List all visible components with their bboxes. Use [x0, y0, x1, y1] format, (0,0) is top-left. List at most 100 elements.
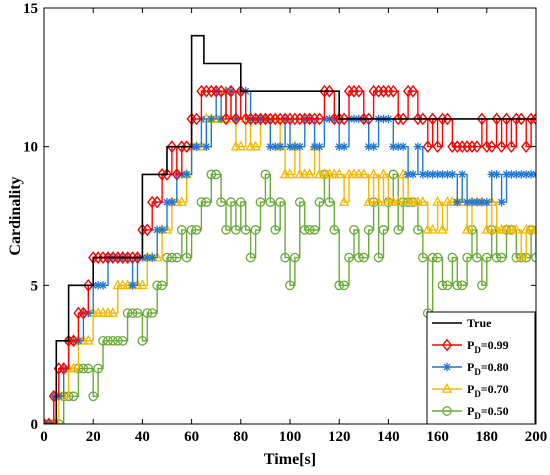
- data-point-p-d-0-50: [354, 252, 364, 263]
- data-point-p-d-0-50: [334, 280, 345, 291]
- data-point-p-d-0-70: [363, 196, 375, 206]
- data-point-p-d-0-80: [462, 197, 472, 207]
- data-point-p-d-0-80: [458, 170, 467, 179]
- data-point-p-d-0-99: [363, 112, 374, 126]
- data-point-p-d-0-50: [437, 280, 448, 291]
- data-point-p-d-0-99: [191, 112, 202, 126]
- data-point-p-d-0-50: [270, 225, 281, 235]
- data-point-p-d-0-70: [151, 251, 163, 262]
- series-line-true: [44, 34, 536, 424]
- data-point-p-d-0-99: [171, 168, 182, 181]
- x-tick-label: 160: [426, 429, 449, 445]
- data-point-p-d-0-70: [250, 140, 261, 151]
- data-point-p-d-0-50: [457, 280, 468, 291]
- legend-label: PD=0.50: [467, 404, 509, 421]
- data-point-p-d-0-50: [290, 252, 300, 263]
- data-point-p-d-0-99: [58, 362, 69, 375]
- data-point-p-d-0-50: [378, 225, 389, 235]
- data-point-p-d-0-80: [148, 253, 157, 262]
- data-point-p-d-0-99: [422, 140, 433, 154]
- x-tick-label: 0: [40, 429, 48, 445]
- data-point-p-d-0-50: [191, 225, 202, 235]
- data-point-p-d-0-99: [225, 84, 237, 98]
- data-point-p-d-0-50: [147, 308, 158, 318]
- data-point-p-d-0-50: [171, 252, 182, 263]
- legend-item-p-d-0-50: PD=0.50: [432, 404, 509, 421]
- legend-label: PD=0.70: [467, 382, 509, 399]
- data-point-p-d-0-80: [482, 197, 491, 207]
- data-point-p-d-0-70: [68, 362, 79, 373]
- legend-label: PD=0.99: [467, 338, 509, 355]
- data-point-p-d-0-50: [280, 252, 290, 263]
- data-point-p-d-0-50: [324, 197, 335, 207]
- data-point-p-d-0-80: [507, 170, 516, 179]
- data-point-p-d-0-50: [250, 225, 261, 235]
- data-point-p-d-0-50: [122, 308, 133, 318]
- data-point-p-d-0-99: [339, 112, 350, 126]
- data-point-p-d-0-70: [338, 196, 350, 206]
- data-point-p-d-0-70: [304, 168, 315, 179]
- data-point-p-d-0-50: [358, 252, 369, 263]
- data-point-p-d-0-80: [162, 197, 172, 207]
- data-point-p-d-0-80: [271, 142, 280, 151]
- data-point-p-d-0-50: [373, 252, 384, 263]
- data-point-p-d-0-80: [433, 170, 442, 179]
- data-point-p-d-0-80: [492, 170, 501, 179]
- x-tick-label: 120: [328, 429, 351, 445]
- data-point-p-d-0-50: [137, 335, 148, 346]
- data-point-p-d-0-80: [403, 170, 413, 179]
- data-point-p-d-0-99: [516, 112, 527, 126]
- data-point-p-d-0-80: [418, 170, 428, 179]
- data-point-p-d-0-80: [369, 142, 378, 151]
- data-point-p-d-0-99: [83, 278, 94, 292]
- data-point-p-d-0-99: [427, 112, 438, 126]
- x-tick-label: 180: [476, 429, 499, 445]
- data-point-p-d-0-99: [216, 84, 227, 98]
- data-point-p-d-0-50: [285, 280, 295, 291]
- data-point-p-d-0-50: [196, 197, 207, 207]
- data-point-p-d-0-80: [453, 197, 462, 207]
- data-point-p-d-0-50: [83, 363, 94, 374]
- data-point-p-d-0-50: [117, 335, 128, 346]
- data-point-p-d-0-70: [461, 223, 473, 234]
- data-point-p-d-0-99: [476, 112, 487, 126]
- data-point-p-d-0-70: [486, 196, 498, 206]
- data-point-p-d-0-70: [333, 168, 345, 179]
- data-point-p-d-0-50: [152, 280, 163, 291]
- data-point-p-d-0-99: [152, 195, 163, 209]
- data-point-p-d-0-70: [82, 334, 94, 345]
- data-point-p-d-0-80: [295, 142, 305, 151]
- data-point-p-d-0-99: [530, 112, 536, 126]
- x-axis-title: Time[s]: [264, 451, 316, 468]
- data-point-p-d-0-50: [88, 391, 99, 402]
- legend-marker: [442, 406, 452, 416]
- data-point-p-d-0-70: [176, 196, 188, 206]
- data-point-p-d-0-50: [393, 225, 404, 235]
- data-point-p-d-0-99: [486, 140, 497, 154]
- data-point-p-d-0-50: [275, 197, 286, 207]
- legend-item-p-d-0-70: PD=0.70: [432, 382, 509, 399]
- data-point-p-d-0-50: [447, 252, 458, 263]
- data-point-p-d-0-50: [68, 391, 79, 402]
- data-point-p-d-0-99: [471, 140, 483, 154]
- data-point-p-d-0-80: [157, 225, 167, 235]
- data-point-p-d-0-80: [526, 170, 536, 179]
- data-point-p-d-0-80: [428, 170, 437, 179]
- legend-label: PD=0.80: [467, 360, 509, 377]
- x-tick-label: 60: [184, 429, 199, 445]
- x-tick-label: 100: [279, 429, 302, 445]
- data-point-p-d-0-50: [294, 197, 305, 207]
- data-point-p-d-0-50: [142, 308, 153, 318]
- data-point-p-d-0-50: [491, 252, 502, 263]
- data-point-p-d-0-50: [349, 225, 359, 235]
- data-point-p-d-0-50: [260, 169, 271, 180]
- data-point-p-d-0-80: [423, 170, 432, 179]
- data-point-p-d-0-99: [501, 112, 512, 126]
- data-point-p-d-0-50: [442, 280, 453, 291]
- data-point-p-d-0-50: [235, 197, 246, 207]
- data-point-p-d-0-50: [186, 225, 197, 235]
- data-point-p-d-0-50: [206, 169, 217, 180]
- x-tick-label: 140: [377, 429, 400, 445]
- data-point-p-d-0-50: [167, 252, 177, 263]
